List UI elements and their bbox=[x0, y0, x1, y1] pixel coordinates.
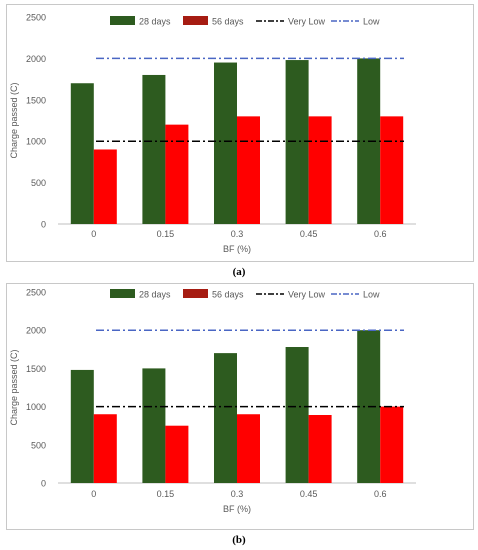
y-axis-title-a: Charge passed (C) bbox=[9, 82, 19, 158]
bar-56-days-b-0 bbox=[93, 414, 117, 483]
y-tick-label-a-4: 2000 bbox=[26, 54, 46, 64]
legend-label-b-3: Low bbox=[363, 290, 380, 300]
y-tick-label-b-2: 1000 bbox=[26, 402, 46, 412]
legend-label-b-2: Very Low bbox=[288, 290, 326, 300]
bar-28-days-a-1 bbox=[142, 74, 166, 225]
legend-label-a-2: Very Low bbox=[288, 17, 326, 27]
x-tick-label-b-1: 0.15 bbox=[157, 489, 175, 499]
legend-label-a-3: Low bbox=[363, 17, 380, 27]
y-tick-label-b-4: 2000 bbox=[26, 326, 46, 336]
x-tick-label-b-4: 0.6 bbox=[374, 489, 387, 499]
legend-swatch-b-0 bbox=[110, 289, 135, 298]
bar-56-days-a-3 bbox=[308, 116, 332, 224]
x-tick-label-a-4: 0.6 bbox=[374, 229, 387, 239]
bar-56-days-a-2 bbox=[237, 116, 260, 224]
legend-label-b-0: 28 days bbox=[139, 290, 171, 300]
y-tick-label-a-2: 1000 bbox=[26, 137, 46, 147]
y-tick-label-b-0: 0 bbox=[41, 479, 46, 489]
caption-b: (b) bbox=[232, 534, 246, 546]
x-tick-label-b-3: 0.45 bbox=[300, 489, 318, 499]
x-tick-label-a-3: 0.45 bbox=[300, 229, 318, 239]
legend-label-a-1: 56 days bbox=[212, 17, 244, 27]
x-tick-label-b-0: 0 bbox=[91, 489, 96, 499]
x-tick-label-a-0: 0 bbox=[91, 229, 96, 239]
x-axis-title-a: BF (%) bbox=[223, 244, 251, 254]
y-tick-label-a-3: 1500 bbox=[26, 95, 46, 105]
bar-56-days-a-0 bbox=[93, 149, 117, 224]
x-tick-label-b-2: 0.3 bbox=[231, 489, 244, 499]
bar-28-days-b-2 bbox=[214, 353, 237, 483]
bar-28-days-b-1 bbox=[142, 368, 166, 483]
y-tick-label-a-0: 0 bbox=[41, 220, 46, 230]
bar-56-days-a-4 bbox=[380, 116, 404, 224]
bar-28-days-b-0 bbox=[70, 369, 94, 483]
y-tick-label-a-1: 500 bbox=[31, 178, 46, 188]
bar-28-days-b-3 bbox=[285, 347, 309, 483]
legend-label-a-0: 28 days bbox=[139, 17, 171, 27]
bar-28-days-a-2 bbox=[214, 62, 237, 224]
y-tick-label-b-3: 1500 bbox=[26, 364, 46, 374]
bar-28-days-a-0 bbox=[70, 83, 94, 225]
x-tick-label-a-2: 0.3 bbox=[231, 229, 244, 239]
x-axis-title-b: BF (%) bbox=[223, 504, 251, 514]
bar-56-days-a-1 bbox=[165, 124, 189, 224]
bar-28-days-a-3 bbox=[285, 60, 309, 224]
y-tick-label-a-5: 2500 bbox=[26, 13, 46, 23]
caption-a: (a) bbox=[232, 266, 246, 278]
y-tick-label-b-5: 2500 bbox=[26, 288, 46, 298]
y-tick-label-b-1: 500 bbox=[31, 440, 46, 450]
bar-56-days-b-1 bbox=[165, 425, 189, 483]
bar-56-days-b-3 bbox=[308, 415, 332, 483]
legend-swatch-a-0 bbox=[110, 16, 135, 25]
y-axis-title-b: Charge passed (C) bbox=[9, 349, 19, 425]
x-tick-label-a-1: 0.15 bbox=[157, 229, 175, 239]
legend-swatch-a-1 bbox=[183, 16, 208, 25]
legend-label-b-1: 56 days bbox=[212, 290, 244, 300]
bar-56-days-b-2 bbox=[237, 414, 260, 483]
bar-56-days-b-4 bbox=[380, 406, 404, 483]
legend-swatch-b-1 bbox=[183, 289, 208, 298]
